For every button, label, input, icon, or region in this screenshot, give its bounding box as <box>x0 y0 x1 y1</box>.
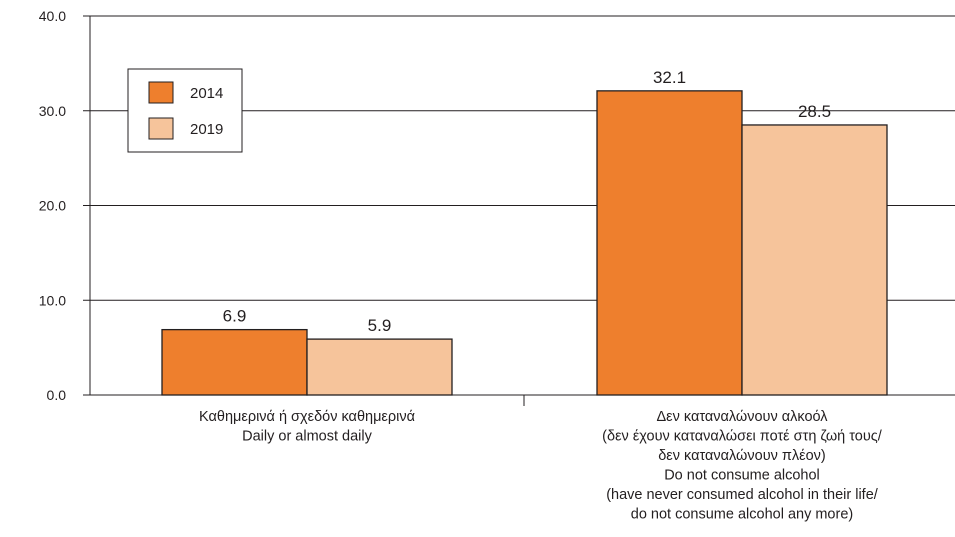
legend-label-2014: 2014 <box>190 85 223 102</box>
bar-2019-2 <box>741 124 888 396</box>
bar-2019-1 <box>306 338 453 396</box>
category-labels: Καθημερινά ή σχεδόν καθημερινά Daily or a… <box>199 409 883 523</box>
bar-2014-1 <box>161 328 308 396</box>
y-tick-label: 30.0 <box>39 103 66 119</box>
category-label: Daily or almost daily <box>242 429 372 445</box>
bar-2014-2 <box>596 90 743 396</box>
data-label-2014-2: 32.1 <box>653 68 686 87</box>
data-label-2014-1: 6.9 <box>223 307 247 326</box>
category-label: (have never consumed alcohol in their li… <box>606 487 879 503</box>
category-label: Δεν καταναλώνουν αλκοόλ <box>656 409 828 425</box>
legend-swatch-2019 <box>148 117 174 140</box>
data-label-2019-2: 28.5 <box>798 102 831 121</box>
y-tick-labels: 0.0 10.0 20.0 30.0 40.0 <box>39 8 66 403</box>
legend: 2014 2019 <box>127 68 243 153</box>
category-label: δεν καταναλώνουν πλέον) <box>658 448 826 464</box>
category-label: Do not consume alcohol <box>664 468 820 484</box>
y-tick-label: 0.0 <box>47 387 67 403</box>
category-label: (δεν έχουν καταναλώσει ποτέ στη ζωή τους… <box>602 429 883 445</box>
category-label: Καθημερινά ή σχεδόν καθημερινά <box>199 409 415 425</box>
legend-label-2019: 2019 <box>190 121 223 138</box>
data-labels: 6.9 32.1 5.9 28.5 <box>223 68 831 335</box>
category-label: do not consume alcohol any more) <box>631 507 853 523</box>
legend-swatch-2014 <box>148 81 174 104</box>
y-tick-label: 20.0 <box>39 198 66 214</box>
y-tick-label: 10.0 <box>39 292 66 308</box>
axes <box>83 15 955 406</box>
y-tick-label: 40.0 <box>39 8 66 24</box>
bars <box>161 90 888 396</box>
data-label-2019-1: 5.9 <box>368 316 392 335</box>
legend-box <box>127 68 243 153</box>
